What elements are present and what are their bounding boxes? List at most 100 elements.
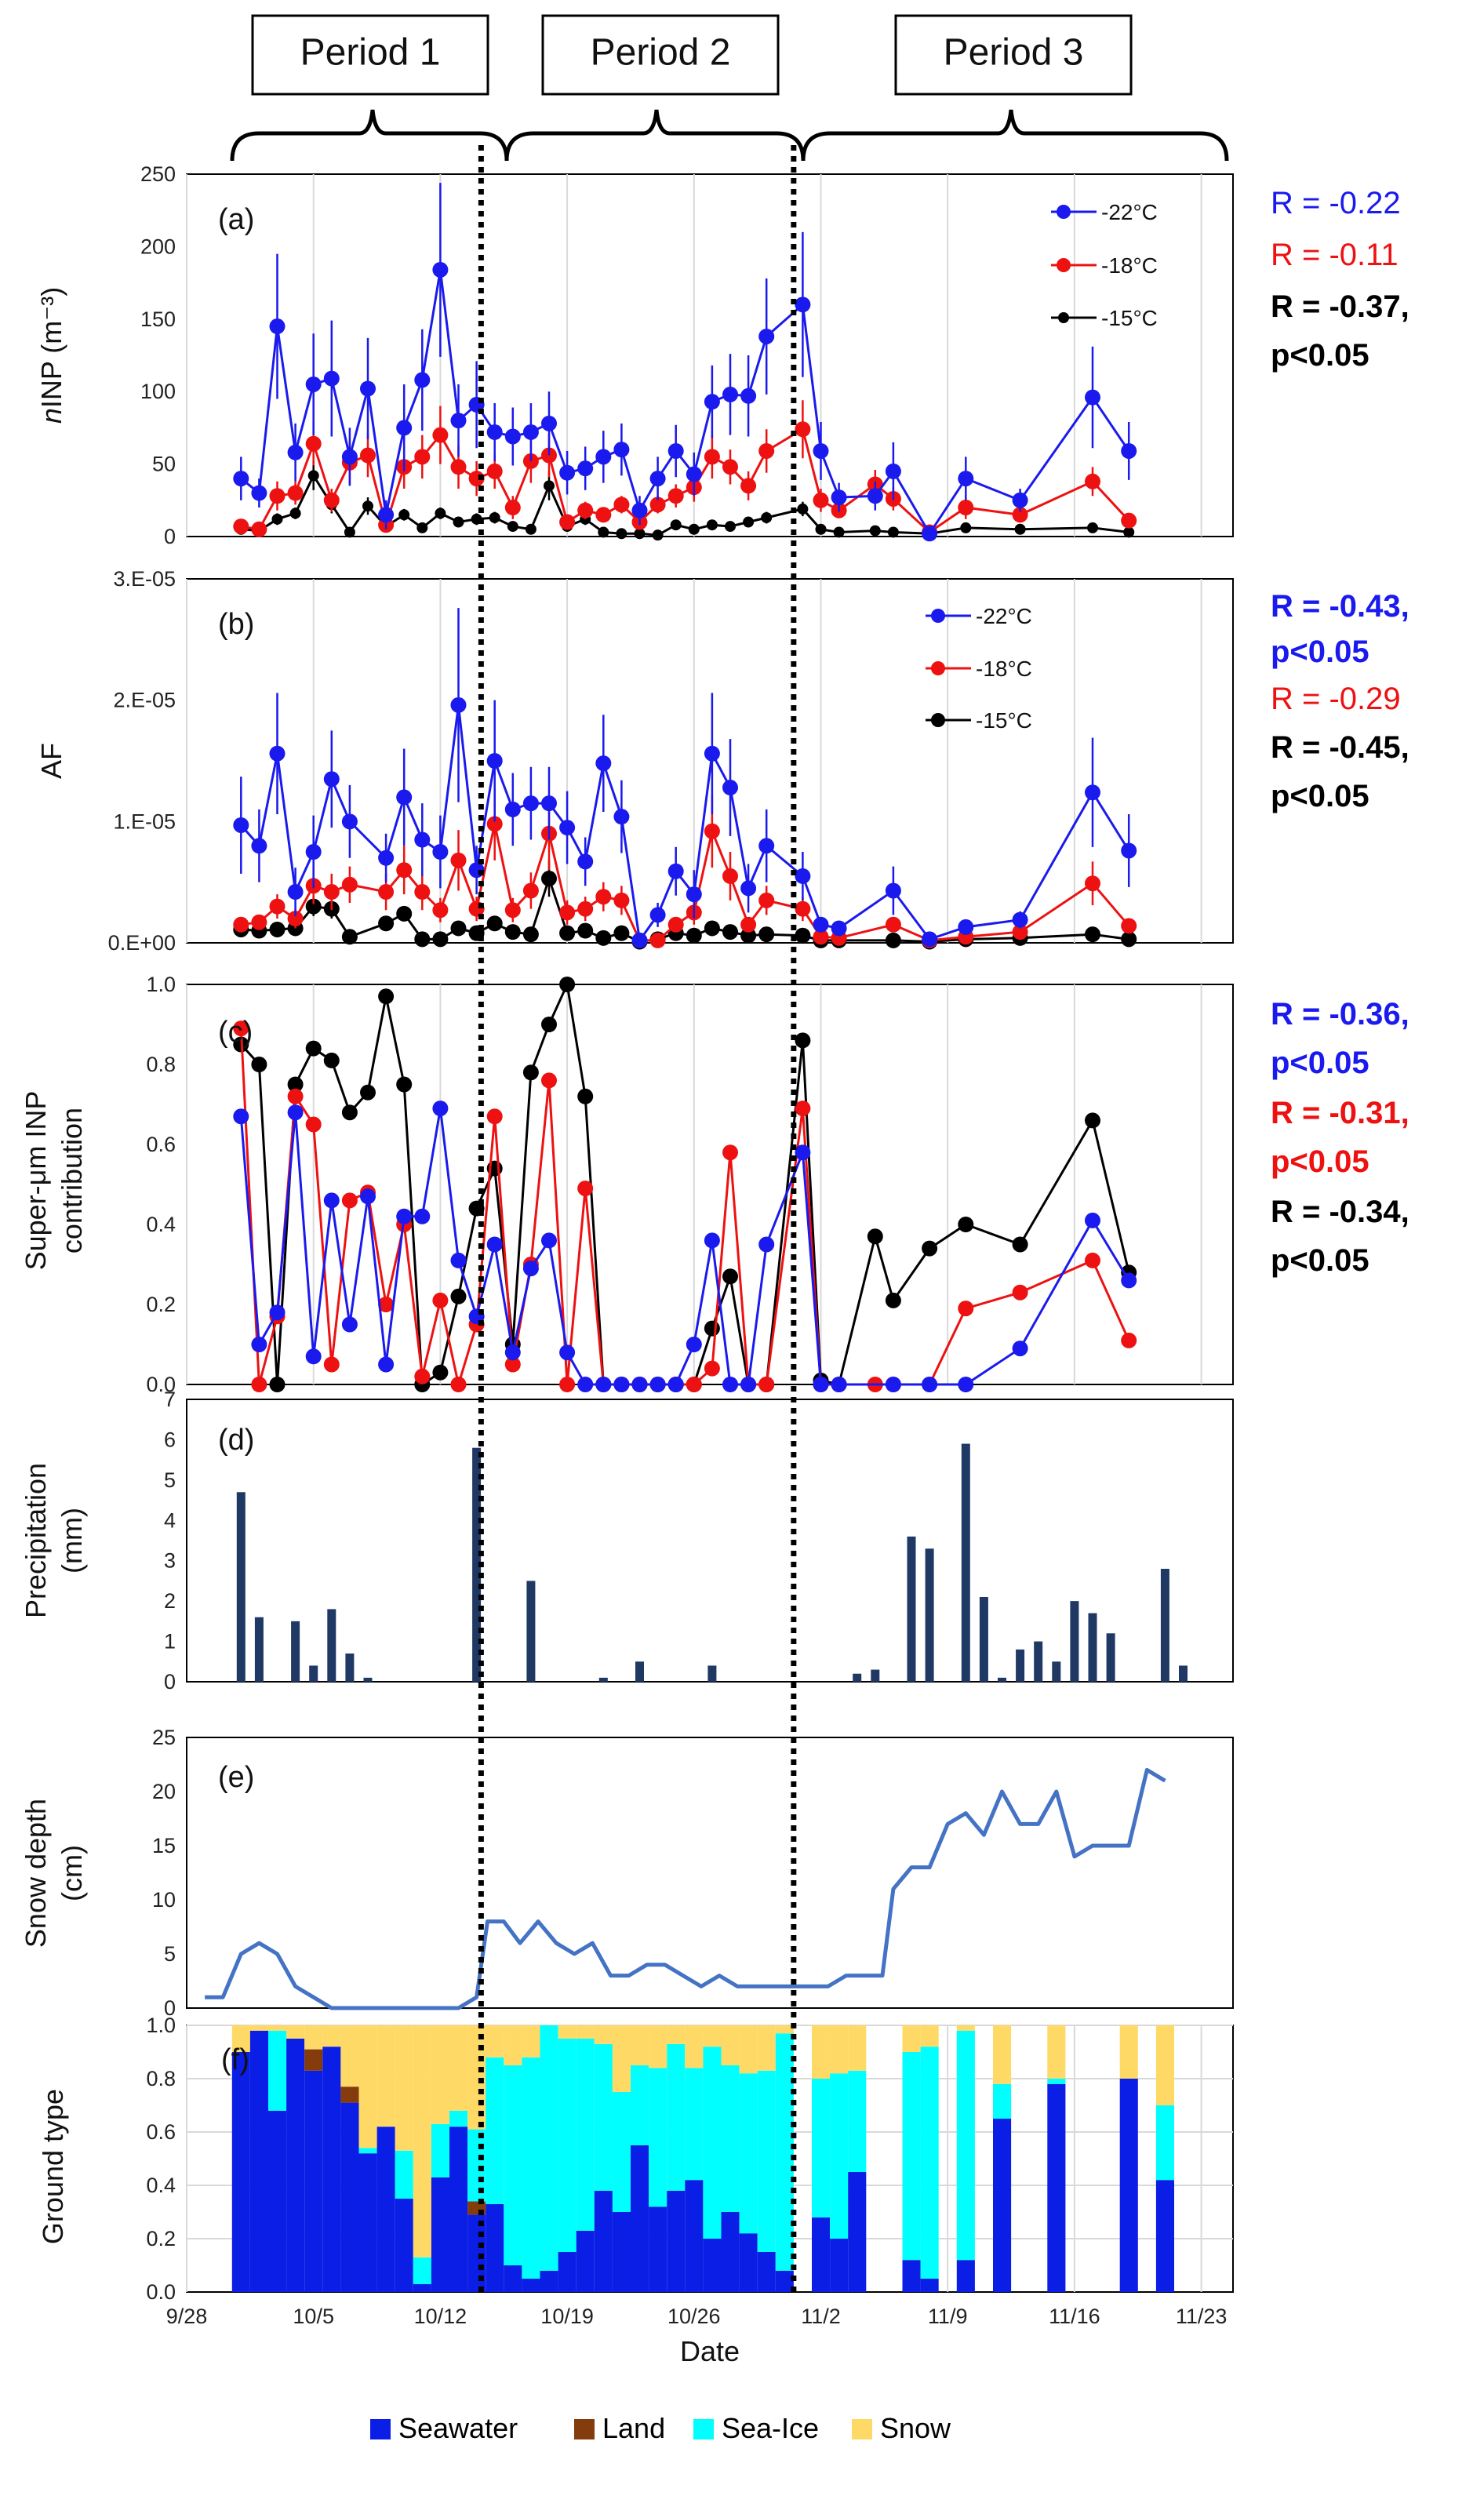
data-point — [251, 838, 267, 854]
data-point — [269, 318, 286, 335]
data-point — [489, 511, 500, 523]
data-point — [287, 884, 304, 900]
seawater-segment — [286, 2039, 305, 2292]
data-point — [740, 880, 757, 897]
panel-c-ylabel-line2: contribution — [56, 1108, 88, 1253]
y-tick-label: 0.4 — [146, 2174, 176, 2197]
seawater-segment — [1047, 2083, 1066, 2292]
sea-ice-segment — [757, 2070, 776, 2252]
data-point — [704, 920, 720, 937]
panel-c-stat: p<0.05 — [1271, 1144, 1369, 1179]
data-point — [704, 823, 720, 839]
x-tick-label: 11/2 — [801, 2305, 841, 2328]
y-tick-label: 1.E-05 — [113, 810, 176, 833]
data-point — [1085, 875, 1100, 892]
data-point — [634, 528, 646, 540]
snow-segment — [376, 2025, 395, 2127]
panel-e-ylabel-line1: Snow depth — [20, 1799, 52, 1948]
data-point — [360, 380, 376, 397]
data-point — [577, 460, 594, 477]
snow-segment — [631, 2025, 649, 2065]
data-point — [432, 844, 449, 860]
data-point — [869, 525, 881, 537]
data-point — [722, 868, 738, 884]
snow-segment — [286, 2025, 305, 2039]
snow-segment — [703, 2025, 722, 2047]
seawater-segment — [558, 2252, 577, 2292]
data-point — [432, 1292, 449, 1308]
data-point — [722, 386, 738, 402]
snow-segment — [830, 2025, 849, 2074]
data-point — [667, 916, 684, 933]
data-point — [287, 911, 304, 927]
snow-segment — [504, 2025, 522, 2065]
data-point — [522, 424, 539, 440]
sea-ice-segment — [449, 2110, 468, 2127]
sea-ice-segment — [1047, 2079, 1066, 2084]
data-point — [758, 1377, 775, 1392]
data-point — [1085, 389, 1100, 406]
data-point — [795, 297, 811, 313]
data-point — [1121, 931, 1137, 948]
seawater-segment — [504, 2265, 522, 2292]
data-point — [378, 850, 395, 866]
precip-bar — [472, 1447, 482, 1682]
period-1-label: Period 1 — [300, 32, 441, 74]
data-point — [414, 449, 431, 465]
data-point — [649, 932, 666, 948]
panel-b-series — [233, 608, 1137, 950]
y-tick-label: 0.6 — [146, 1133, 176, 1156]
data-point — [649, 497, 666, 513]
precip-bar — [998, 1677, 1006, 1682]
data-point — [289, 508, 301, 519]
panel-e: 0 5 10 15 20 25 (e) Snow depth (cm) — [20, 1726, 1234, 2020]
y-tick-label: 250 — [140, 162, 176, 186]
panel-b-stats: R = -0.43, p<0.05 R = -0.29 R = -0.45, p… — [1271, 589, 1409, 813]
snow-segment — [685, 2025, 704, 2068]
precip-bar — [345, 1654, 355, 1682]
data-point — [450, 413, 467, 429]
data-point — [269, 921, 286, 937]
data-point — [613, 809, 630, 825]
data-point — [686, 1337, 702, 1352]
data-point — [504, 500, 521, 516]
data-point — [450, 459, 467, 475]
y-tick-label: 0.4 — [146, 1213, 176, 1236]
y-tick-label: 0 — [164, 1996, 176, 2020]
data-point — [378, 1297, 395, 1312]
panel-a-stat: R = -0.37, — [1271, 289, 1409, 324]
panel-b-tag: (b) — [218, 608, 254, 641]
data-point — [958, 471, 974, 487]
seawater-segment — [920, 2279, 939, 2292]
data-point — [559, 1377, 576, 1392]
data-point — [704, 1232, 720, 1249]
data-point — [686, 1377, 702, 1392]
legend-label: -15°C — [1101, 306, 1158, 330]
data-point — [649, 907, 666, 923]
panel-b-stat: R = -0.29 — [1271, 682, 1401, 716]
snow-segment — [848, 2025, 867, 2071]
data-point — [667, 1377, 684, 1392]
data-point — [323, 1192, 340, 1209]
seawater-segment — [340, 2102, 359, 2292]
y-tick-label: 0.2 — [146, 2227, 176, 2250]
snow-segment — [486, 2025, 504, 2057]
data-point — [432, 902, 449, 919]
data-point — [432, 931, 449, 948]
data-point — [450, 1252, 467, 1268]
x-tick-labels: 9/28 10/5 10/12 10/19 10/26 11/2 11/9 11/16 11/2… — [166, 2305, 1228, 2328]
data-point — [722, 1268, 738, 1285]
seawater-segment — [775, 2270, 794, 2292]
data-point — [758, 328, 775, 344]
data-point — [504, 428, 521, 445]
precip-bar — [961, 1443, 970, 1682]
data-point — [867, 1228, 883, 1245]
seawater-segment — [848, 2172, 867, 2292]
panel-b-stat: R = -0.45, — [1271, 730, 1409, 765]
panel-a-tag: (a) — [218, 203, 254, 236]
seawater-segment — [449, 2127, 468, 2292]
y-tick-label: 100 — [140, 380, 176, 403]
data-point — [251, 1337, 267, 1352]
panel-f-y-ticks: 0.0 0.2 0.4 0.6 0.8 1.0 — [146, 2014, 176, 2304]
